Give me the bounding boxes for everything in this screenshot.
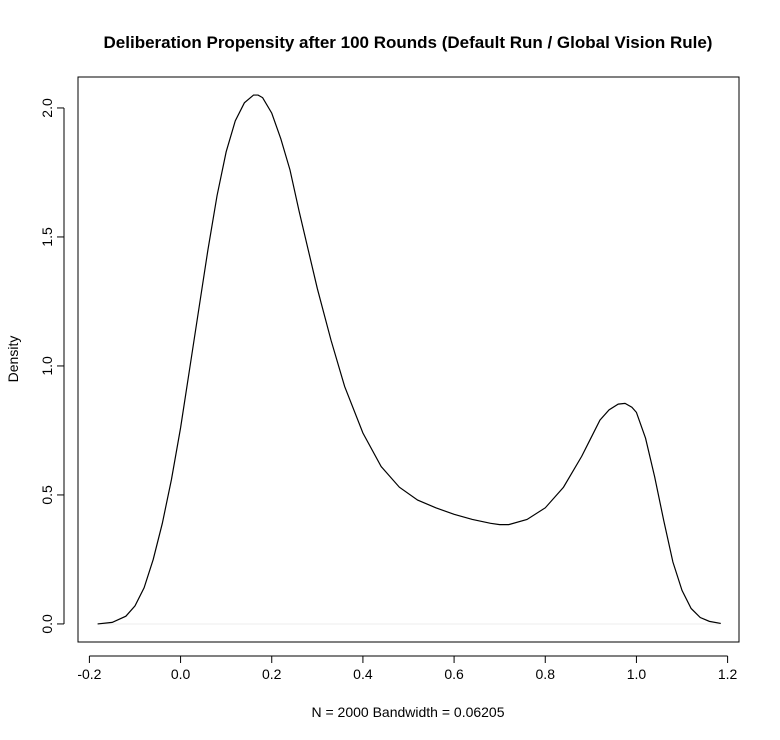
y-axis-label: Density xyxy=(5,336,21,383)
x-tick-label: -0.2 xyxy=(77,666,101,682)
x-tick-label: 1.2 xyxy=(718,666,738,682)
y-tick-label: 0.5 xyxy=(39,485,55,505)
x-tick-label: 0.8 xyxy=(536,666,556,682)
y-axis-ticks: 0.0 0.5 1.0 1.5 2.0 xyxy=(39,98,64,634)
x-tick-label: 0.4 xyxy=(353,666,373,682)
x-tick-label: 0.2 xyxy=(262,666,282,682)
y-tick-label: 0.0 xyxy=(39,614,55,634)
y-tick-label: 1.0 xyxy=(39,356,55,376)
x-tick-label: 0.0 xyxy=(171,666,191,682)
chart-title: Deliberation Propensity after 100 Rounds… xyxy=(104,33,713,52)
x-tick-label: 0.6 xyxy=(444,666,464,682)
x-axis-label: N = 2000 Bandwidth = 0.06205 xyxy=(311,704,504,720)
y-tick-label: 1.5 xyxy=(39,227,55,247)
y-tick-label: 2.0 xyxy=(39,98,55,118)
x-axis-ticks: -0.2 0.0 0.2 0.4 0.6 0.8 1.0 1.2 xyxy=(77,656,738,682)
x-tick-label: 1.0 xyxy=(627,666,647,682)
plot-box xyxy=(77,76,740,643)
density-curve xyxy=(97,94,721,625)
